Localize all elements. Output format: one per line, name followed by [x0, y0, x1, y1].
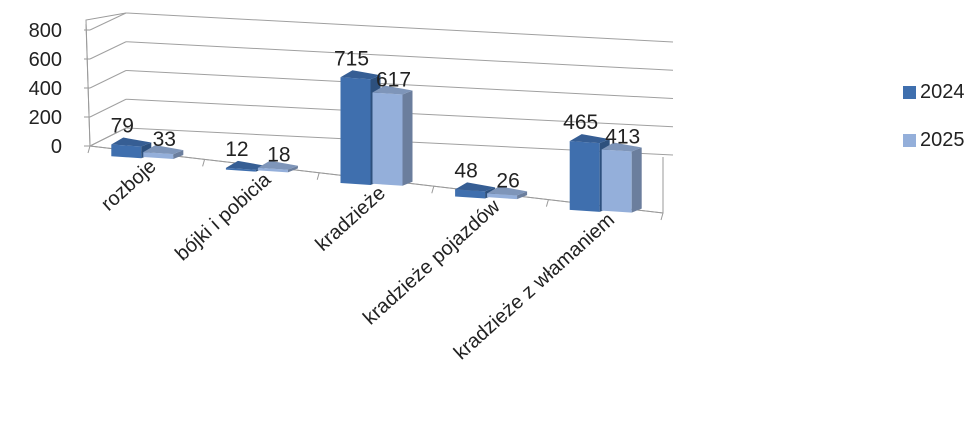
- x-tick-mark: [545, 199, 549, 207]
- x-tick-mark: [660, 212, 664, 221]
- bar-front-face: [455, 189, 486, 199]
- bar-front-face: [340, 77, 371, 186]
- bar-front-face: [143, 152, 174, 159]
- data-label-kradzieze-pojazdow-2024: 48: [454, 159, 477, 182]
- bar-side-face: [631, 147, 642, 213]
- x-tick-mark: [87, 145, 91, 154]
- bar-side-face: [517, 191, 528, 200]
- legend-swatch: [903, 134, 916, 147]
- gridline: [125, 12, 674, 43]
- gridline-side: [89, 98, 127, 118]
- gridline: [125, 70, 674, 99]
- bar-side-face: [287, 165, 298, 173]
- category-label-kradzieze-pojazdow: kradzieże pojazdów: [359, 195, 505, 329]
- bar-front-face: [257, 167, 288, 173]
- data-label-rozboje-2025: 33: [153, 128, 176, 151]
- bar-kradzieze-pojazdow-2025: [487, 186, 528, 200]
- bar-top-face: [372, 85, 413, 95]
- data-label-bojki-i-pobicia-2024: 12: [225, 138, 248, 161]
- category-label-rozboje: rozboje: [97, 155, 160, 215]
- gridline-side: [89, 41, 127, 60]
- bar-kradzieze-2025: [372, 85, 413, 186]
- bar-front-face: [601, 149, 632, 213]
- legend-item-2025: 2025: [903, 129, 965, 151]
- y-tick-label: 200: [29, 107, 62, 129]
- bar-front-face: [225, 167, 256, 172]
- bar-front-face: [487, 193, 518, 200]
- x-tick-mark: [431, 186, 435, 194]
- bar-top-face: [569, 134, 610, 144]
- bar-top-face: [257, 160, 298, 170]
- bar-top-face: [340, 70, 381, 80]
- y-tick-label: 800: [29, 20, 62, 42]
- legend-label: 2024: [920, 81, 965, 103]
- legend-item-2024: 2024: [903, 81, 965, 103]
- bar-front-face: [372, 92, 403, 186]
- bar-top-face: [487, 186, 528, 196]
- gridline-side: [89, 127, 127, 147]
- gridline-side: [89, 12, 127, 31]
- gridline: [125, 41, 674, 71]
- bar-kradzieze-z-wlamaniem-2025: [601, 142, 642, 213]
- bar-bojki-i-pobicia-2025: [257, 160, 298, 173]
- data-labels: 79 33 12 18 715 617 48 26 465 413: [111, 47, 641, 192]
- left-wall-front-edge: [85, 23, 91, 147]
- data-label-kradzieze-pojazdow-2025: 26: [496, 169, 519, 192]
- y-tick-label: 400: [29, 78, 62, 100]
- category-label-bojki-i-pobicia: bójki i pobicia: [171, 168, 276, 265]
- category-label-kradzieze: kradzieże: [312, 182, 390, 256]
- x-axis-categories: rozboje bójki i pobicia kradzieżekradzieże…: [97, 155, 619, 364]
- bar-top-face: [143, 145, 184, 155]
- y-axis-ticks: 0 200 400 600 800: [29, 20, 664, 221]
- chart-bars: [111, 70, 642, 213]
- gridline-side: [89, 70, 127, 89]
- bar-side-face: [402, 90, 413, 186]
- bar-top-face: [225, 160, 266, 170]
- data-label-bojki-i-pobicia-2025: 18: [267, 144, 290, 167]
- bar-front-face: [111, 144, 142, 159]
- data-label-kradzieze-2024: 715: [334, 47, 369, 70]
- y-tick-label: 0: [51, 136, 62, 158]
- bar-top-face: [455, 182, 496, 192]
- data-label-kradzieze-2025: 617: [376, 69, 411, 92]
- chart-legend: 2024 2025: [903, 81, 965, 151]
- data-label-rozboje-2024: 79: [111, 115, 134, 138]
- bar-side-face: [173, 150, 184, 159]
- y-tick-label: 600: [29, 49, 62, 71]
- x-tick-mark: [316, 172, 320, 180]
- bar-top-face: [111, 137, 152, 147]
- bar-rozboje-2025: [143, 145, 184, 159]
- data-label-kradzieze-z-wlamaniem-2025: 413: [605, 126, 640, 149]
- x-tick-mark: [202, 159, 206, 167]
- data-label-kradzieze-z-wlamaniem-2024: 465: [563, 111, 598, 134]
- bar-front-face: [569, 141, 600, 212]
- legend-swatch: [903, 86, 916, 99]
- bar-top-face: [601, 142, 642, 152]
- legend-label: 2025: [920, 129, 965, 151]
